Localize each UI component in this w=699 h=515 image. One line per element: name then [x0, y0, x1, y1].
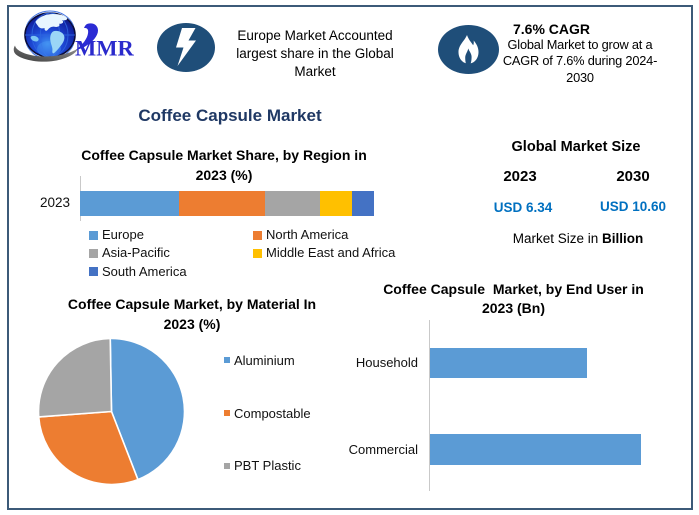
svg-text:MMR: MMR: [75, 36, 134, 61]
